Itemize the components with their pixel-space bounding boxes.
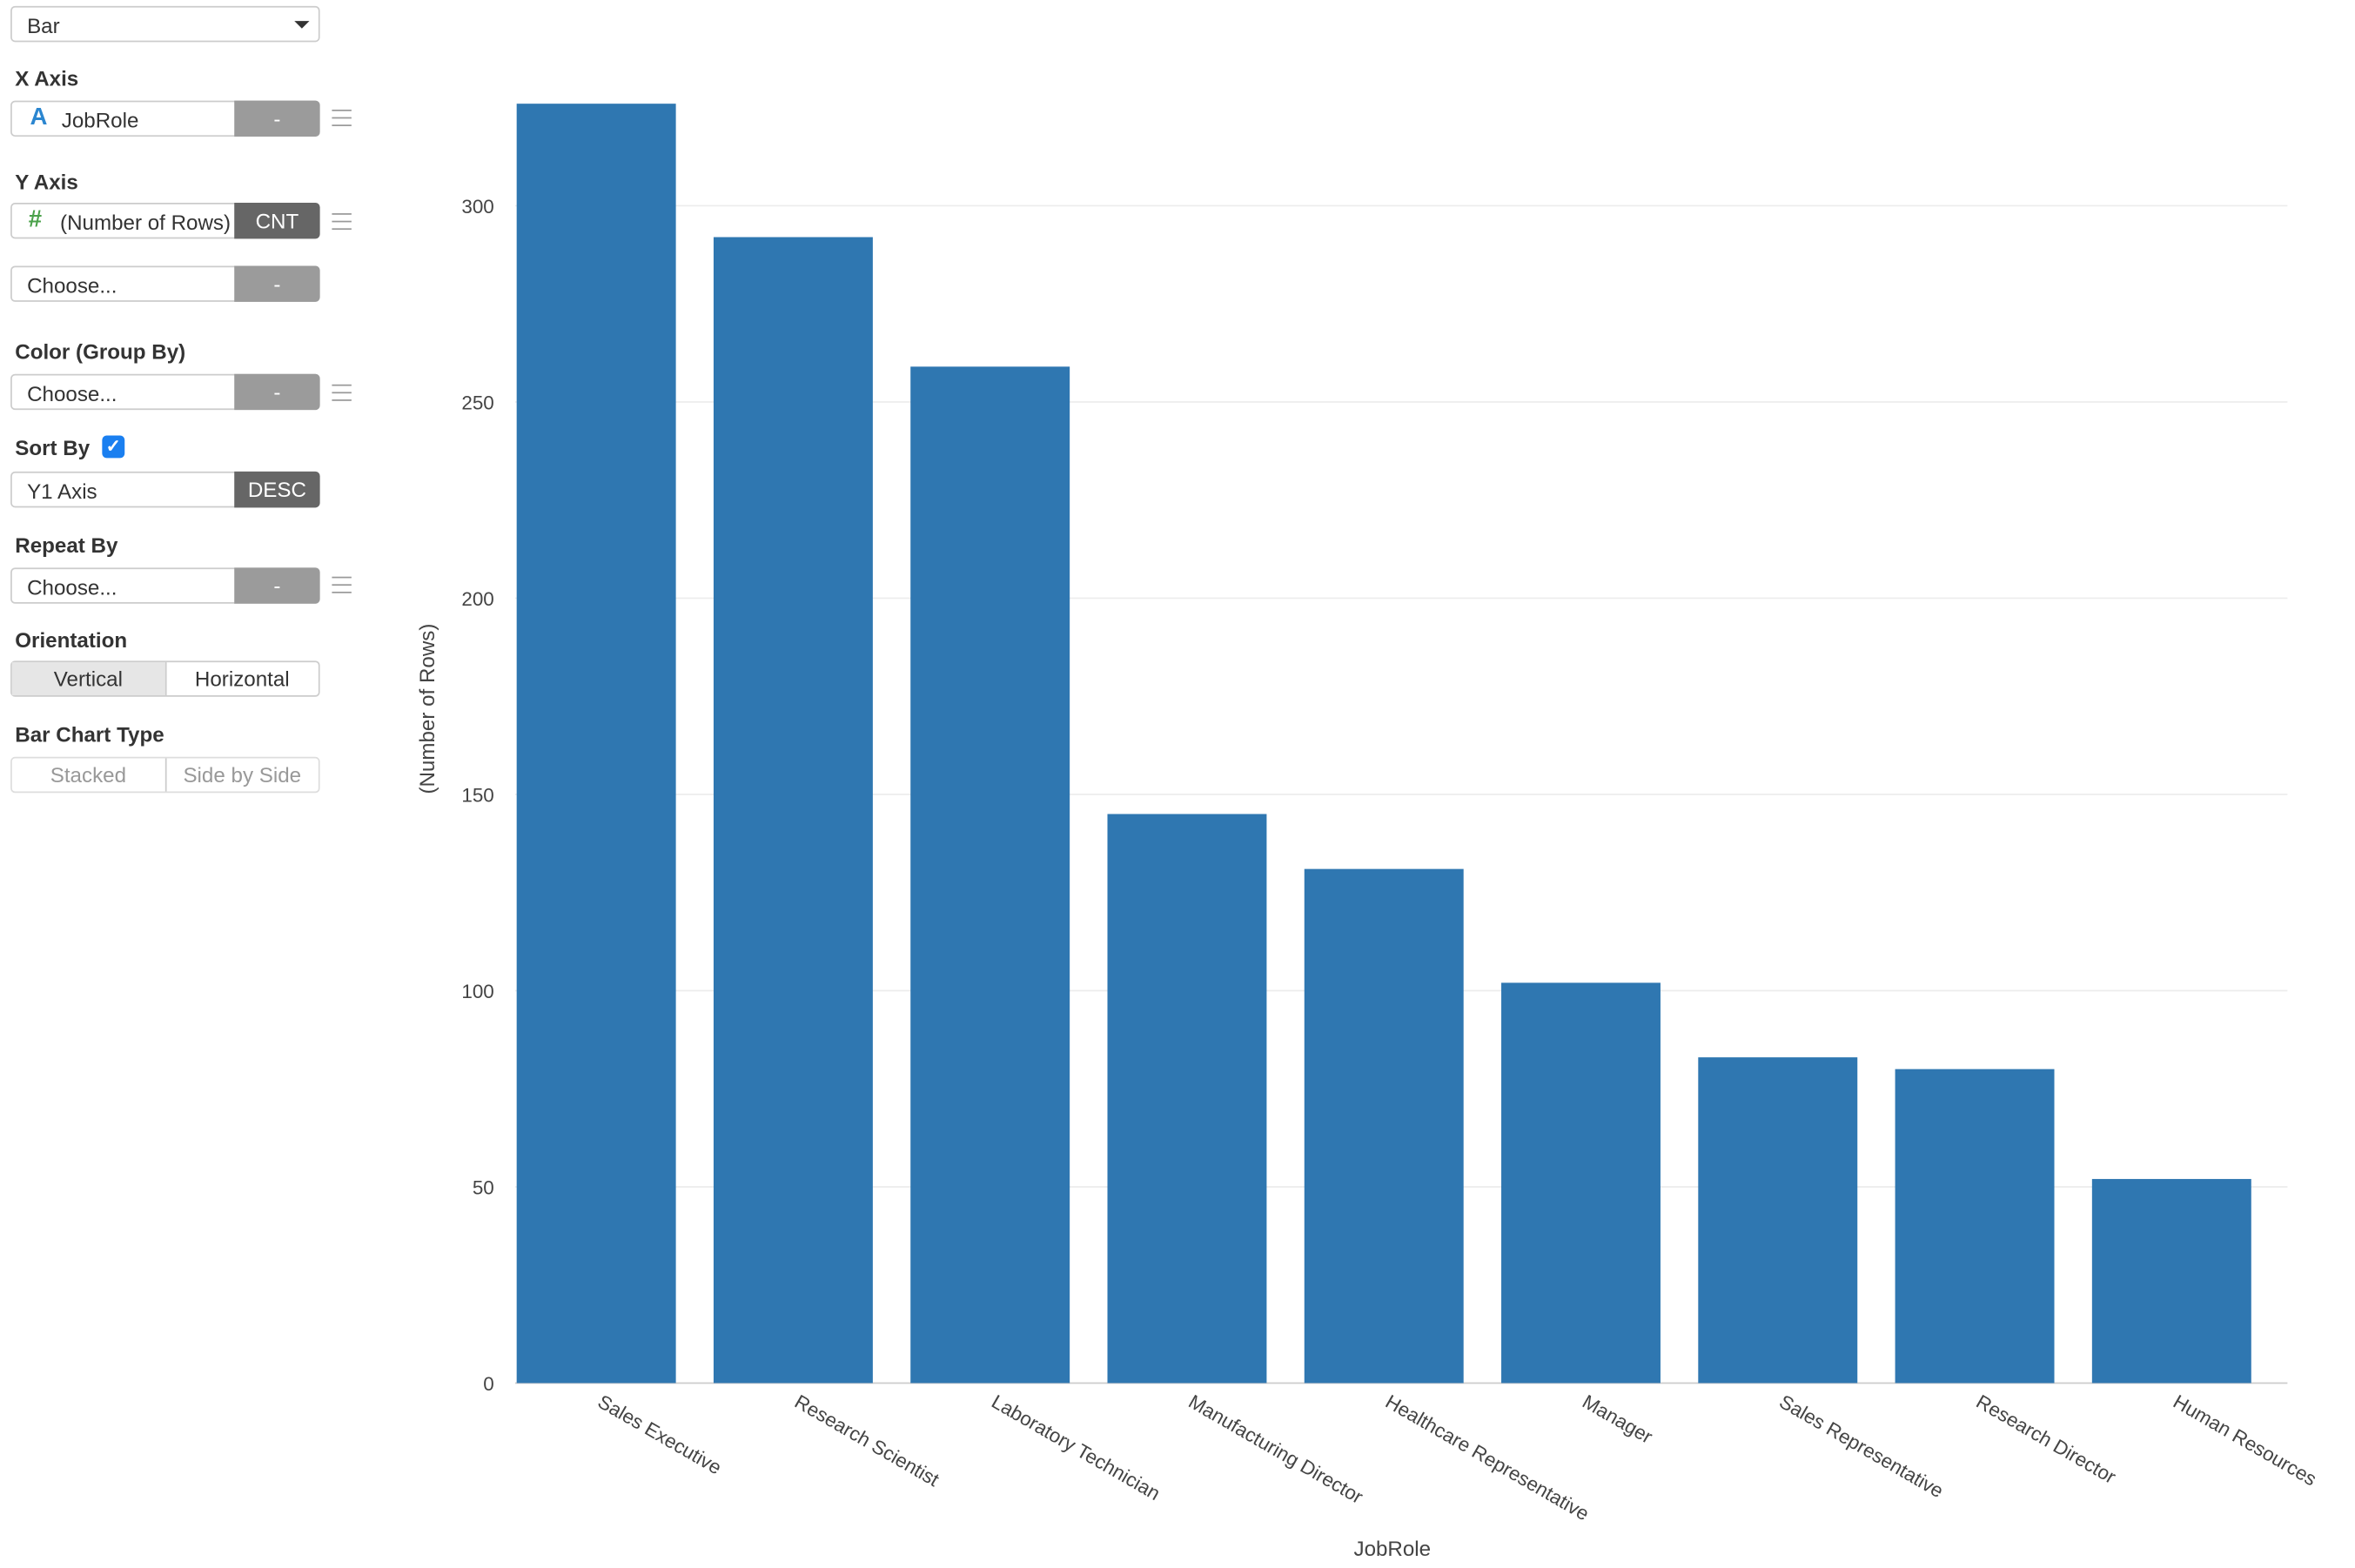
x-tick-label: Human Resources <box>2170 1390 2320 1490</box>
x-tick-label: Research Scientist <box>791 1390 943 1491</box>
x-tick-label: Manager <box>1579 1390 1657 1448</box>
sort-order-button[interactable]: DESC <box>234 471 320 508</box>
x-tick-label: Research Director <box>1973 1390 2120 1488</box>
bar[interactable] <box>1698 1057 1858 1384</box>
y-tick-label: 150 <box>461 785 493 807</box>
x-tick-label: Laboratory Technician <box>988 1390 1164 1504</box>
orientation-label: Orientation <box>15 627 128 652</box>
orientation-toggle: Vertical Horizontal <box>10 660 320 697</box>
bar[interactable] <box>713 237 873 1384</box>
bar[interactable] <box>1501 982 1661 1384</box>
x-tick-label: Manufacturing Director <box>1184 1390 1366 1508</box>
y-tick-label: 200 <box>461 588 493 610</box>
color-label: Color (Group By) <box>15 339 186 364</box>
bar[interactable] <box>2091 1178 2251 1384</box>
y-tick-label: 100 <box>461 981 493 1002</box>
bar[interactable] <box>1107 814 1267 1384</box>
bar[interactable] <box>1895 1069 2055 1384</box>
repeat-by-field[interactable]: Choose... - <box>10 567 320 604</box>
color-agg-button[interactable]: - <box>234 373 320 411</box>
text-type-icon: A <box>30 104 48 131</box>
color-field[interactable]: Choose... - <box>10 373 320 411</box>
hamburger-menu-icon[interactable] <box>332 109 352 126</box>
x-axis-agg-button[interactable]: - <box>234 100 320 137</box>
repeat-by-agg-button[interactable]: - <box>234 567 320 604</box>
bar-chart-type-toggle: Stacked Side by Side <box>10 756 320 794</box>
bar[interactable] <box>516 104 676 1384</box>
y-axis-label: Y Axis <box>15 170 78 194</box>
chart-type-value: Bar <box>27 13 60 38</box>
x-tick-label: Healthcare Representative <box>1382 1390 1593 1524</box>
y-axis-value-2: Choose... <box>27 273 117 298</box>
x-axis-field[interactable]: A JobRole - <box>10 100 320 137</box>
repeat-by-value: Choose... <box>27 574 117 600</box>
sort-value: Y1 Axis <box>27 479 97 504</box>
hamburger-menu-icon[interactable] <box>332 213 352 231</box>
x-axis-label: X Axis <box>15 65 79 90</box>
y-tick-label: 0 <box>483 1373 493 1395</box>
chevron-down-icon <box>294 21 310 29</box>
repeat-by-label: Repeat By <box>15 533 118 558</box>
y-tick-label: 50 <box>473 1177 494 1199</box>
number-type-icon: # <box>28 207 43 233</box>
x-axis-value: JobRole <box>61 108 139 132</box>
chart-type-select[interactable]: Bar <box>10 5 320 43</box>
sort-by-checkbox[interactable]: ✓ <box>102 435 125 459</box>
color-value: Choose... <box>27 381 117 405</box>
orientation-vertical-button[interactable]: Vertical <box>11 662 164 696</box>
sort-by-label: Sort By <box>15 435 91 460</box>
x-tick-label: Sales Representative <box>1775 1390 1947 1502</box>
bar[interactable] <box>910 366 1070 1384</box>
sort-field[interactable]: Y1 Axis DESC <box>10 471 320 508</box>
y-axis-agg-button-2[interactable]: - <box>234 265 320 302</box>
y-axis-value: (Number of Rows) <box>60 210 231 235</box>
y-axis-title: (Number of Rows) <box>416 624 439 794</box>
y-axis-field-2[interactable]: Choose... - <box>10 265 320 302</box>
bar[interactable] <box>1304 868 1464 1384</box>
hamburger-menu-icon[interactable] <box>332 384 352 401</box>
y-axis-field[interactable]: # (Number of Rows) CNT <box>10 202 320 239</box>
y-tick-label: 300 <box>461 196 493 218</box>
x-tick-label: Sales Executive <box>594 1390 726 1478</box>
side-by-side-button[interactable]: Side by Side <box>164 758 319 792</box>
hamburger-menu-icon[interactable] <box>332 576 352 593</box>
y-axis-agg-button[interactable]: CNT <box>234 202 320 239</box>
stacked-button[interactable]: Stacked <box>50 762 127 787</box>
y-tick-label: 250 <box>461 392 493 414</box>
bar-chart-type-label: Bar Chart Type <box>15 722 164 747</box>
orientation-horizontal-button[interactable]: Horizontal <box>164 662 319 696</box>
x-axis-title: JobRole <box>1353 1538 1431 1561</box>
chart-settings-panel: Bar X Axis A JobRole - Y Axis # (Number … <box>0 0 360 1568</box>
